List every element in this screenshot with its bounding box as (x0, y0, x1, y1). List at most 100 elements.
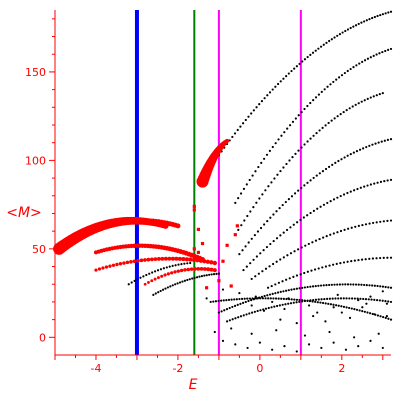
black-point-581 (381, 299, 384, 302)
black-point-628 (262, 309, 266, 312)
black-point-208 (355, 150, 359, 153)
black-point-98 (329, 83, 332, 86)
black-point-136 (282, 166, 285, 169)
black-point-235 (292, 223, 295, 226)
black-point-250 (342, 193, 346, 196)
black-point-105 (349, 67, 352, 71)
red-point-174 (212, 260, 218, 266)
black-point-524 (389, 286, 393, 289)
black-point-585 (221, 339, 225, 342)
black-point-627 (250, 304, 253, 307)
red-point-225 (192, 254, 196, 258)
black-point-42 (330, 38, 333, 41)
black-point-549 (292, 301, 295, 304)
black-point-322 (328, 264, 331, 267)
black-point-421 (290, 298, 293, 301)
red-point-173 (209, 260, 214, 265)
black-point-172 (244, 245, 247, 248)
black-point-613 (361, 306, 364, 309)
black-point-612 (348, 316, 352, 319)
black-point-290 (339, 229, 343, 233)
red-point-220 (192, 208, 196, 212)
black-point-184 (281, 203, 284, 207)
black-point-449 (363, 310, 366, 313)
black-point-214 (374, 142, 377, 145)
black-point-356 (191, 277, 194, 280)
red-point-147 (118, 262, 123, 266)
black-point-342 (157, 291, 160, 294)
black-point-10 (244, 118, 247, 122)
red-point-157 (153, 257, 158, 262)
black-point-7 (236, 128, 239, 132)
black-point-510 (352, 283, 355, 286)
black-point-146 (312, 134, 315, 137)
black-point-520 (379, 285, 382, 288)
black-point-567 (342, 297, 345, 300)
black-point-382 (168, 265, 171, 268)
black-point-94 (317, 93, 321, 96)
red-point-193 (202, 267, 207, 271)
black-point-422 (293, 298, 296, 301)
red-point-144 (108, 264, 112, 268)
black-point-273 (279, 258, 282, 261)
black-point-327 (346, 260, 349, 263)
black-point-616 (205, 297, 208, 300)
black-point-186 (287, 197, 290, 201)
black-point-378 (156, 269, 160, 272)
black-point-43 (333, 36, 336, 39)
black-point-220 (242, 268, 245, 272)
black-point-390 (209, 300, 212, 304)
red-point-156 (150, 257, 154, 262)
black-point-103 (343, 71, 346, 75)
black-point-262 (383, 180, 386, 183)
black-point-489 (295, 287, 298, 290)
black-point-81 (280, 134, 283, 137)
black-point-289 (336, 231, 339, 234)
black-point-132 (270, 181, 273, 184)
black-point-137 (285, 162, 288, 166)
black-point-416 (277, 297, 280, 300)
black-point-178 (263, 223, 266, 226)
black-point-557 (314, 298, 318, 301)
black-point-133 (273, 177, 276, 180)
black-point-401 (238, 297, 241, 301)
black-point-373 (142, 275, 145, 278)
black-point-527 (231, 318, 234, 321)
black-point-195 (315, 174, 318, 177)
black-point-114 (375, 53, 378, 56)
black-point-88 (300, 111, 303, 114)
black-point-472 (250, 299, 253, 302)
black-point-24 (282, 77, 285, 80)
black-point-233 (285, 228, 289, 232)
black-point-479 (268, 293, 272, 296)
black-point-205 (346, 154, 349, 157)
black-point-600 (230, 327, 233, 330)
black-point-354 (186, 278, 189, 282)
black-point-241 (312, 209, 315, 212)
black-point-109 (361, 60, 364, 63)
black-point-417 (280, 297, 283, 300)
black-point-486 (287, 289, 290, 292)
black-point-156 (342, 110, 345, 114)
black-point-187 (290, 195, 294, 198)
black-point-21 (274, 85, 277, 88)
black-point-397 (227, 298, 231, 301)
black-point-503 (333, 283, 336, 286)
black-point-108 (358, 62, 361, 65)
black-point-253 (353, 189, 356, 192)
black-point-590 (283, 345, 286, 348)
black-point-544 (278, 304, 281, 307)
black-point-521 (381, 285, 385, 288)
black-point-335 (375, 257, 378, 260)
black-point-314 (299, 273, 302, 276)
black-point-49 (349, 26, 352, 30)
black-point-243 (319, 205, 322, 208)
black-point-283 (314, 239, 318, 242)
black-point-185 (284, 200, 287, 204)
black-point-125 (249, 210, 252, 213)
black-point-391 (212, 300, 215, 303)
black-point-331 (360, 258, 364, 261)
black-point-90 (306, 104, 309, 108)
